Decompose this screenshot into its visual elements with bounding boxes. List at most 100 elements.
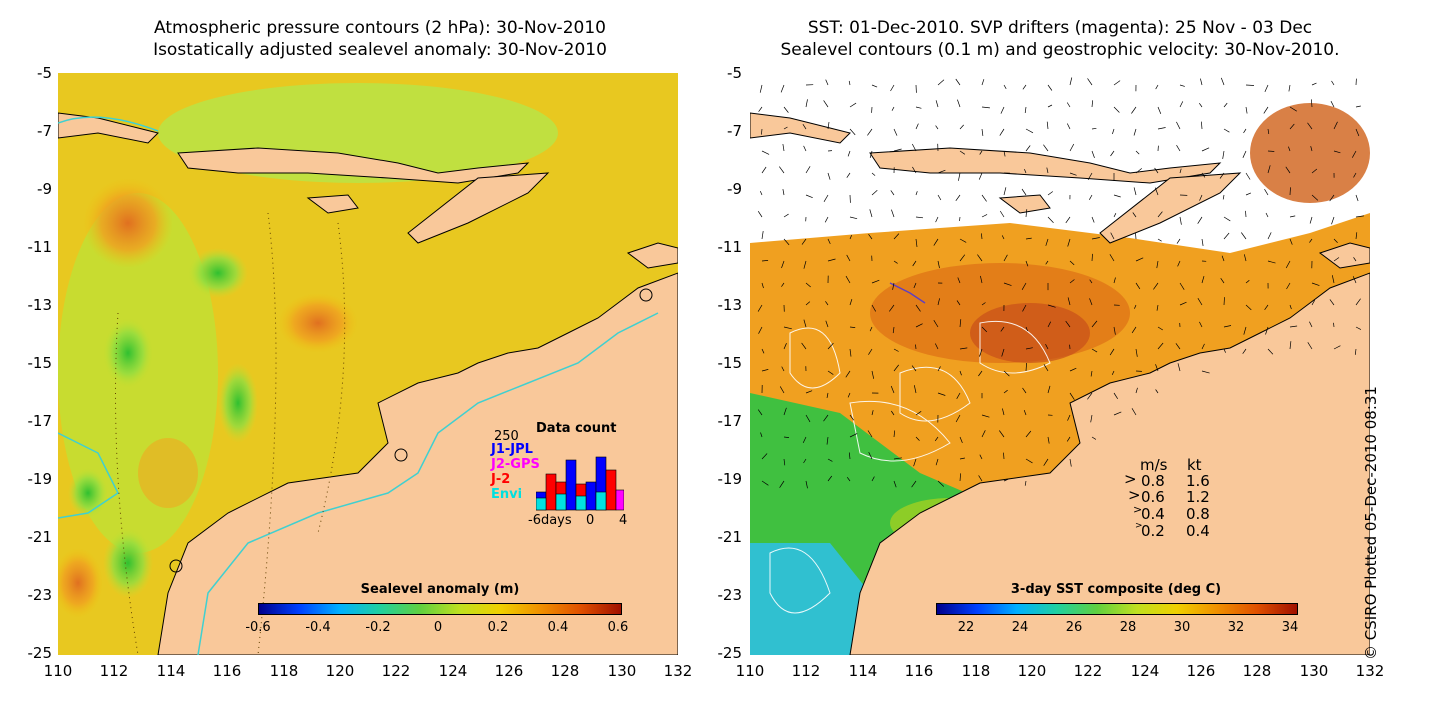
velocity-arrow xyxy=(981,194,987,202)
velocity-arrow xyxy=(915,238,918,247)
velocity-arrow xyxy=(955,414,961,423)
velocity-arrow xyxy=(1245,192,1252,196)
velocity-arrow xyxy=(1333,257,1340,262)
velocity-arrow xyxy=(849,348,852,357)
velocity-arrow xyxy=(1243,326,1247,335)
velocity-arrow xyxy=(1331,80,1335,86)
velocity-arrow xyxy=(893,348,899,352)
velocity-arrow xyxy=(1091,348,1098,353)
lat-tick: -17 xyxy=(27,412,53,430)
velocity-arrow xyxy=(1135,150,1140,155)
data-count-x-mid: 0 xyxy=(586,513,595,528)
lon-tick: 130 xyxy=(1299,662,1329,680)
velocity-arrow xyxy=(1024,106,1027,114)
velocity-arrow xyxy=(761,480,769,486)
velocity-arrow xyxy=(871,84,878,88)
velocity-arrow xyxy=(758,106,763,112)
velocity-arrow xyxy=(1132,212,1137,218)
velocity-arrow xyxy=(1025,326,1028,332)
velocity-ms-3: 0.2 xyxy=(1141,522,1165,540)
velocity-arrow xyxy=(1090,370,1093,377)
velocity-arrow xyxy=(849,216,858,220)
velocity-arrow xyxy=(981,214,988,218)
velocity-arrow xyxy=(1223,102,1228,108)
velocity-arrow xyxy=(1245,210,1247,218)
velocity-arrow xyxy=(1025,347,1033,350)
velocity-arrow xyxy=(783,343,787,350)
left-title-line1: Atmospheric pressure contours (2 hPa): 3… xyxy=(154,18,606,38)
velocity-arrow xyxy=(869,209,873,218)
velocity-arrow xyxy=(761,150,770,155)
velocity-arrow xyxy=(957,277,961,284)
sat-j1-jpl: J1-JPL xyxy=(491,442,533,457)
velocity-arrow xyxy=(1351,150,1357,158)
velocity-arrow xyxy=(893,260,898,264)
velocity-arrow xyxy=(890,84,895,92)
velocity-arrow xyxy=(915,436,920,441)
velocity-arrow xyxy=(1024,168,1027,174)
velocity-arrow xyxy=(760,432,763,438)
velocity-arrow xyxy=(1133,128,1137,136)
velocity-arrow xyxy=(981,430,986,438)
velocity-arrow xyxy=(1113,106,1120,113)
velocity-arrow xyxy=(1241,232,1247,240)
velocity-arrow xyxy=(1201,172,1206,178)
arrow-icon: > xyxy=(1128,486,1141,504)
lon-tick: 128 xyxy=(1242,662,1272,680)
velocity-arrow xyxy=(956,392,961,399)
velocity-arrow xyxy=(891,209,895,218)
velocity-arrow xyxy=(1111,370,1115,376)
velocity-arrow xyxy=(783,213,789,218)
sealevel-colorbar xyxy=(258,603,622,615)
velocity-arrow xyxy=(1309,216,1313,224)
velocity-arrow xyxy=(1199,102,1203,108)
velocity-arrow xyxy=(1245,106,1248,114)
velocity-arrow xyxy=(1153,282,1159,290)
lon-tick: 112 xyxy=(791,662,821,680)
velocity-arrow xyxy=(782,143,785,152)
lat-tick: -23 xyxy=(27,586,53,604)
velocity-arrow xyxy=(1069,367,1077,372)
lon-tick: 132 xyxy=(1355,662,1385,680)
velocity-arrow xyxy=(761,348,765,354)
velocity-arrow xyxy=(935,100,939,108)
right-title-line1: SST: 01-Dec-2010. SVP drifters (magenta)… xyxy=(807,18,1313,38)
velocity-arrow xyxy=(849,102,857,108)
credit-text: © CSIRO Plotted 05-Dec-2010 08:31 xyxy=(1362,386,1380,660)
velocity-arrow xyxy=(937,480,945,487)
velocity-arrow xyxy=(1311,82,1317,86)
velocity-arrow xyxy=(1069,279,1075,284)
velocity-arrow xyxy=(1133,187,1137,196)
velocity-arrow xyxy=(1289,304,1292,310)
velocity-arrow xyxy=(1289,238,1293,245)
velocity-arrow xyxy=(1113,213,1117,218)
velocity-arrow xyxy=(780,84,785,93)
colorbar-tick: 26 xyxy=(1065,620,1083,635)
velocity-arrow xyxy=(1307,122,1313,130)
colorbar-tick: -0.2 xyxy=(365,620,391,635)
velocity-arrow xyxy=(935,125,939,130)
velocity-arrow xyxy=(959,150,966,155)
velocity-arrow xyxy=(1288,146,1291,152)
velocity-arrow xyxy=(779,480,785,488)
velocity-arrow xyxy=(871,410,874,416)
velocity-arrow xyxy=(1043,458,1049,466)
velocity-arrow xyxy=(890,190,895,196)
velocity-arrow xyxy=(1025,128,1034,134)
velocity-arrow xyxy=(915,216,924,219)
velocity-arrow xyxy=(1047,104,1053,108)
data-count-x-left: -6days xyxy=(528,513,572,528)
velocity-arrow xyxy=(1069,172,1077,176)
lat-tick: -13 xyxy=(27,296,53,314)
right-title-line2: Sealevel contours (0.1 m) and geostrophi… xyxy=(780,40,1340,60)
velocity-arrow xyxy=(849,414,855,421)
velocity-arrow xyxy=(1131,326,1137,334)
velocity-arrow xyxy=(805,390,813,394)
lon-tick: 122 xyxy=(381,662,411,680)
lon-tick: 116 xyxy=(212,662,242,680)
velocity-arrow xyxy=(1179,168,1182,174)
velocity-arrow xyxy=(1154,167,1159,174)
lon-tick: 130 xyxy=(607,662,637,680)
velocity-arrow xyxy=(1135,348,1138,357)
data-count-histogram xyxy=(536,456,624,511)
